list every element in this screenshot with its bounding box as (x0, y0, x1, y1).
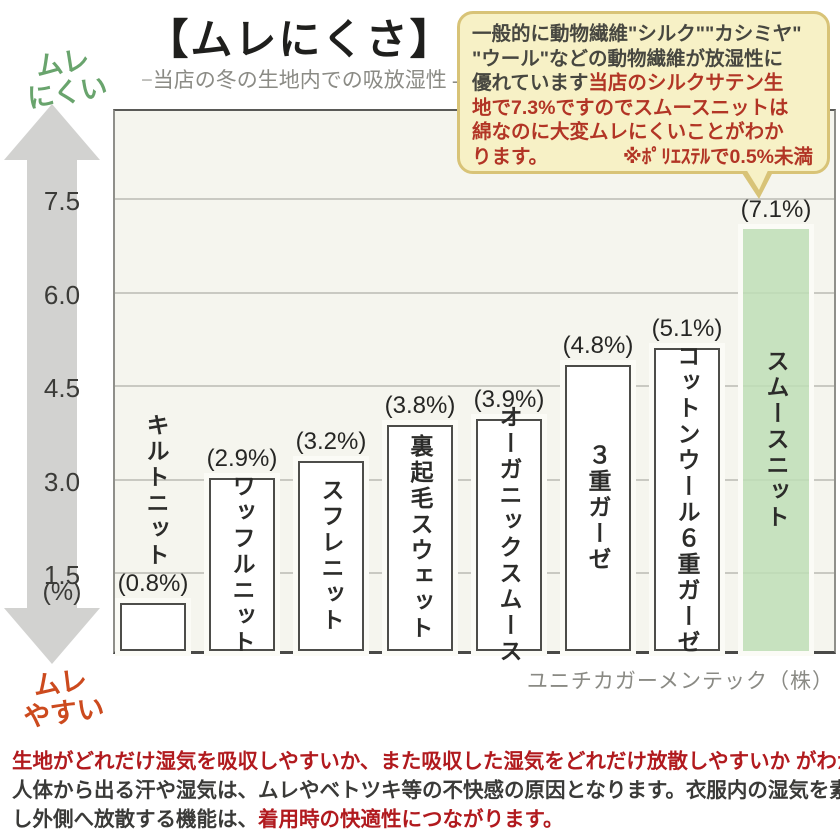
page-subtitle: −当店の冬の生地内での吸放湿性 - (140, 68, 460, 92)
bar-name-label: 裏起毛スウェット (407, 434, 433, 642)
bar-value-label: (3.9%) (473, 386, 545, 413)
bar (120, 603, 186, 651)
bar-value-label: (7.1%) (740, 196, 812, 223)
bubble-line: 優れています 当店のシルクサテン生 (472, 71, 815, 96)
bar-name-label: スフレニット (318, 478, 344, 634)
footer-line: 人体から出る汗や湿気は、ムレやベトツキ等の不快感の原因となります。衣服内の湿気を… (12, 776, 840, 805)
axis-direction-bottom-label: ムレ やすい (21, 664, 106, 733)
gridline (115, 479, 834, 481)
bar: オーガニックスムース (476, 405, 542, 665)
bubble-line: 綿なのに大変ムレにくいことがわか (472, 120, 815, 145)
bubble-text-segment: 優れています (472, 72, 589, 94)
bar-value-label: (3.2%) (295, 428, 367, 455)
bubble-line: 一般的に動物繊維"シルク""カシミヤ" (472, 22, 815, 47)
footer-text-segment: 生地がどれだけ湿気を吸収しやすいか、また吸収した湿気をどれだけ放散しやすいか が… (12, 750, 840, 773)
y-tick-label: 7.5 (43, 186, 81, 216)
footer-line: し外側へ放散する機能は、着用時の快適性につながります。 (12, 805, 834, 834)
bubble-text-segment: 地で7.3%ですのでスムースニットは (472, 96, 789, 119)
bar: スフレニット (298, 461, 364, 651)
bubble-text-segment: 一般的に動物繊維"シルク""カシミヤ" (472, 23, 802, 45)
bar-name-label: ワッフルニット (229, 473, 255, 656)
y-tick-label: 1.5 (43, 560, 81, 590)
y-tick-label: 6.0 (43, 280, 81, 310)
gridline (115, 198, 834, 200)
gridline (115, 385, 834, 387)
page-title: 【ムレにくさ】 (146, 18, 454, 64)
bubble-text-segment: "ウール"などの動物繊維が放湿性に (472, 47, 783, 70)
bar-highlighted: スムースニット (743, 229, 809, 651)
bar-name-label: ３重ガーゼ (585, 443, 611, 573)
bubble-line: 地で7.3%ですのでスムースニットは (472, 96, 815, 121)
bar-value-label: (5.1%) (651, 315, 723, 342)
bar-name-label: キルトニット (143, 413, 169, 569)
y-axis-unit-label: (%) (42, 578, 82, 606)
y-tick-label: 4.5 (43, 373, 81, 403)
footer-description: 生地がどれだけ湿気を吸収しやすいか、また吸収した湿気をどれだけ放散しやすいか が… (12, 747, 840, 834)
bar-value-label: (2.9%) (206, 445, 278, 472)
gridline (115, 572, 834, 574)
bubble-text-segment: ります。 (472, 145, 549, 168)
bar-name-label: スムースニット (763, 349, 789, 531)
bar: 裏起毛スウェット (387, 425, 453, 651)
bar-value-label: (0.8%) (117, 570, 189, 597)
footer-text-segment: し外側へ放散する機能は、 (12, 808, 258, 831)
gridline (115, 292, 834, 294)
bubble-text-segment: 当店のシルクサテン生 (588, 72, 784, 94)
bubble-text-segment: ※ﾎﾟﾘｴｽﾃﾙで0.5%未満 (622, 145, 813, 168)
footer-text-segment: 着用時の快適性につながります。 (258, 808, 564, 831)
y-tick-label: 3.0 (43, 467, 81, 497)
data-source-credit: ユニチカガーメンテック（株） (526, 670, 834, 693)
bubble-line: "ウール"などの動物繊維が放湿性に (472, 47, 815, 72)
bar: ３重ガーゼ (565, 365, 631, 651)
bubble-text-segment: 綿なのに大変ムレにくいことがわか (472, 121, 784, 143)
double-arrow-up-icon (4, 104, 100, 160)
footer-text-segment: 人体から出る汗や湿気は、ムレやベトツキ等の不快感の原因となります。衣服内の湿気を… (12, 779, 840, 802)
footer-line: 生地がどれだけ湿気を吸収しやすいか、また吸収した湿気をどれだけ放散しやすいか が… (12, 747, 840, 776)
bar-name-label: オーガニックスムース (496, 405, 522, 665)
bubble-line: ります。 ※ﾎﾟﾘｴｽﾃﾙで0.5%未満 (472, 145, 815, 170)
bar-value-label: (4.8%) (562, 332, 634, 359)
bar-value-label: (3.8%) (384, 392, 456, 419)
double-arrow-shaft (27, 158, 77, 610)
bar-name-label: コットンウール６重ガーゼ (674, 343, 700, 656)
bar: ワッフルニット (209, 474, 275, 656)
speech-bubble-tail-fill (744, 166, 770, 190)
bar: コットンウール６重ガーゼ (654, 344, 720, 656)
double-arrow-down-icon (4, 608, 100, 664)
speech-bubble: 一般的に動物繊維"シルク""カシミヤ" "ウール"などの動物繊維が放湿性に 優れてい… (457, 11, 830, 174)
